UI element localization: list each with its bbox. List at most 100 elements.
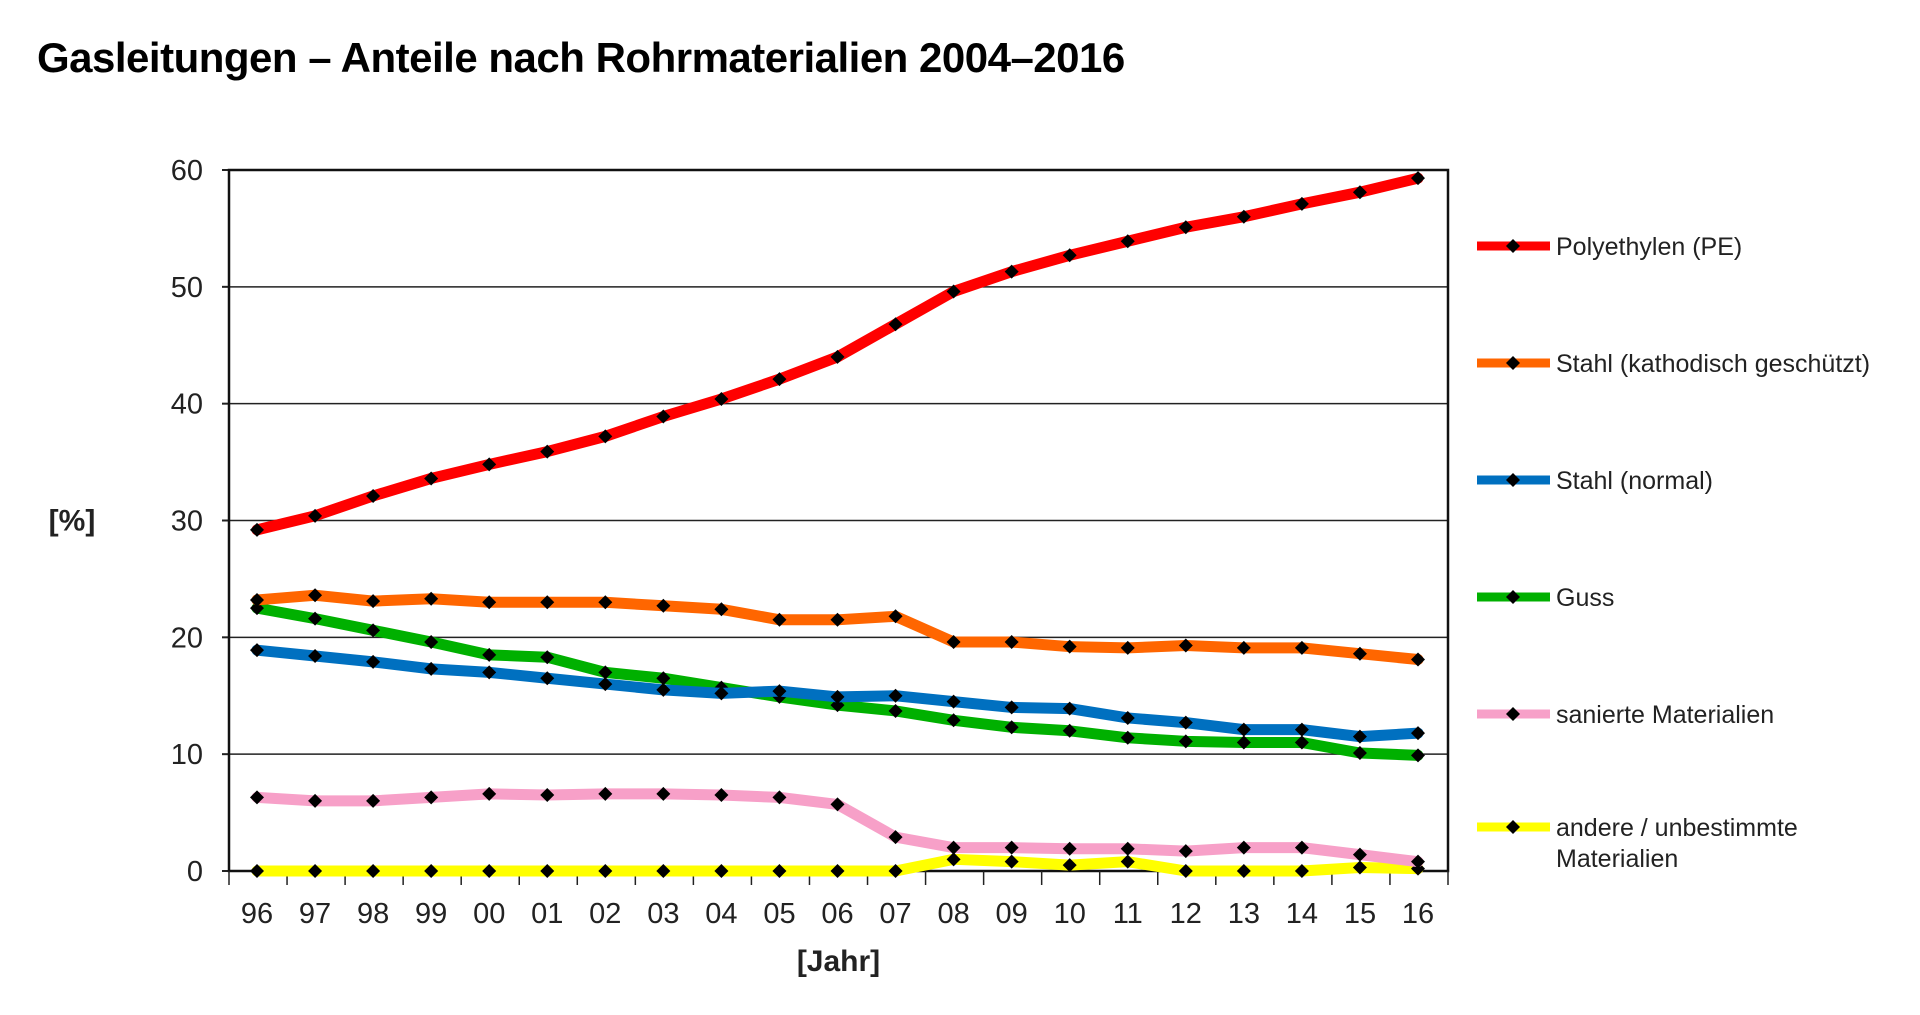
legend-item: Stahl (kathodisch geschützt) bbox=[1477, 350, 1870, 378]
y-tick-label: 30 bbox=[171, 506, 203, 538]
data-point bbox=[1352, 860, 1367, 875]
legend-label: Polyethylen (PE) bbox=[1556, 233, 1742, 261]
data-point bbox=[714, 788, 729, 803]
data-point bbox=[598, 429, 613, 444]
x-tick-label: 06 bbox=[821, 898, 853, 930]
data-point bbox=[1120, 841, 1135, 856]
x-axis-label: [Jahr] bbox=[797, 945, 880, 978]
data-point bbox=[714, 686, 729, 701]
data-point bbox=[1294, 640, 1309, 655]
data-point bbox=[308, 864, 323, 878]
data-point bbox=[714, 391, 729, 406]
legend-marker bbox=[1506, 707, 1520, 721]
data-point bbox=[424, 635, 439, 650]
data-point bbox=[1294, 196, 1309, 211]
data-point bbox=[1062, 248, 1077, 263]
x-tick-label: 03 bbox=[647, 898, 679, 930]
data-point bbox=[1236, 840, 1251, 855]
data-point bbox=[1294, 864, 1309, 878]
data-point bbox=[598, 595, 613, 610]
series-3 bbox=[250, 601, 1425, 763]
data-point bbox=[250, 643, 264, 658]
data-point bbox=[1352, 185, 1367, 200]
data-point bbox=[656, 409, 671, 424]
data-point bbox=[366, 594, 381, 609]
x-tick-label: 96 bbox=[241, 898, 273, 930]
data-point bbox=[1294, 840, 1309, 855]
data-point bbox=[1004, 720, 1019, 735]
y-tick-label: 0 bbox=[187, 856, 203, 888]
x-tick-label: 09 bbox=[996, 898, 1028, 930]
data-point bbox=[1411, 748, 1425, 763]
x-tick-label: 97 bbox=[299, 898, 331, 930]
data-point bbox=[888, 864, 903, 878]
data-point bbox=[424, 790, 439, 805]
data-point bbox=[830, 689, 845, 704]
data-point bbox=[946, 284, 961, 299]
data-point bbox=[540, 595, 555, 610]
data-point bbox=[714, 864, 729, 878]
data-point bbox=[1236, 735, 1251, 750]
data-point bbox=[482, 864, 497, 878]
legend-marker bbox=[1506, 356, 1520, 370]
data-point bbox=[1352, 729, 1367, 744]
data-point bbox=[888, 688, 903, 703]
data-point bbox=[772, 790, 787, 805]
legend-item: Guss bbox=[1477, 584, 1614, 612]
data-point bbox=[250, 522, 264, 537]
data-point bbox=[772, 684, 787, 699]
data-point bbox=[1062, 841, 1077, 856]
x-tick-label: 01 bbox=[531, 898, 563, 930]
x-tick-label: 15 bbox=[1344, 898, 1376, 930]
data-point bbox=[888, 317, 903, 332]
data-point bbox=[1178, 864, 1193, 878]
data-point bbox=[656, 682, 671, 697]
data-point bbox=[250, 864, 264, 878]
data-point bbox=[772, 612, 787, 627]
data-point bbox=[946, 713, 961, 728]
data-point bbox=[250, 790, 264, 805]
legend-marker bbox=[1506, 239, 1520, 253]
legend-label: andere / unbestimmte bbox=[1556, 814, 1798, 842]
data-point bbox=[1120, 730, 1135, 745]
legend-label: Stahl (kathodisch geschützt) bbox=[1556, 350, 1870, 378]
data-point bbox=[1120, 710, 1135, 725]
data-point bbox=[308, 508, 323, 523]
data-point bbox=[482, 595, 497, 610]
data-point bbox=[308, 588, 323, 603]
data-point bbox=[946, 694, 961, 709]
data-point bbox=[424, 661, 439, 676]
x-tick-label: 16 bbox=[1402, 898, 1434, 930]
legend-label: Stahl (normal) bbox=[1556, 467, 1713, 495]
data-point bbox=[1004, 635, 1019, 650]
data-point bbox=[1178, 844, 1193, 859]
legend-item: sanierte Materialien bbox=[1477, 701, 1774, 729]
x-tick-label: 05 bbox=[763, 898, 795, 930]
x-tick-label: 12 bbox=[1170, 898, 1202, 930]
data-point bbox=[366, 488, 381, 503]
data-point bbox=[888, 609, 903, 624]
data-point bbox=[1062, 723, 1077, 738]
data-point bbox=[540, 788, 555, 803]
data-point bbox=[1004, 840, 1019, 855]
x-tick-label: 04 bbox=[705, 898, 737, 930]
data-point bbox=[830, 612, 845, 627]
data-point bbox=[1004, 700, 1019, 715]
x-tick-label: 11 bbox=[1113, 898, 1143, 930]
data-point bbox=[946, 852, 961, 867]
data-point bbox=[1236, 864, 1251, 878]
x-tick-label: 02 bbox=[589, 898, 621, 930]
data-point bbox=[1178, 734, 1193, 749]
legend-item: Polyethylen (PE) bbox=[1477, 233, 1742, 261]
data-point bbox=[250, 592, 264, 607]
series-4 bbox=[250, 786, 1425, 869]
data-point bbox=[714, 602, 729, 617]
data-point bbox=[946, 840, 961, 855]
legend-label: sanierte Materialien bbox=[1556, 701, 1774, 729]
data-point bbox=[540, 671, 555, 686]
data-point bbox=[308, 649, 323, 664]
data-point bbox=[366, 793, 381, 808]
legend-marker bbox=[1506, 590, 1520, 604]
data-point bbox=[772, 372, 787, 387]
